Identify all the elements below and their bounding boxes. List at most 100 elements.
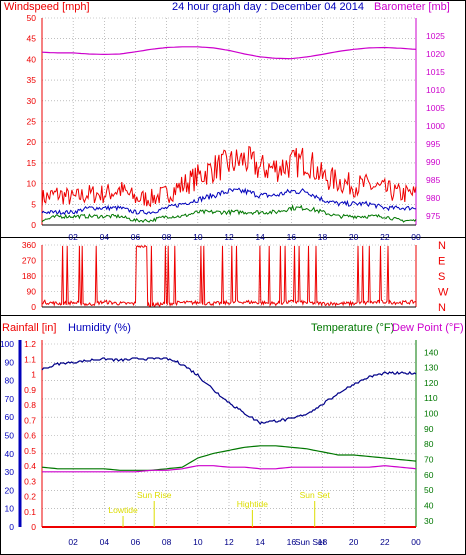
rain-tick-label: 1.1 — [24, 354, 36, 364]
y-right-tick-label: 1005 — [426, 103, 445, 113]
rain-tick-label: 0.1 — [24, 507, 36, 517]
direction-letter: N — [438, 302, 446, 314]
x-tick-label: 22 — [380, 232, 390, 242]
rain-tick-label: 0.5 — [24, 446, 36, 456]
humidity-tick-label: 40 — [5, 449, 15, 459]
humidity-label: Humidity (%) — [68, 322, 131, 334]
low-series — [41, 204, 417, 224]
annotation-label-bottom: Sun Set — [295, 537, 326, 547]
humidity-tick-label: 20 — [5, 485, 15, 495]
x-tick-label: 08 — [162, 537, 172, 547]
annotation-label: Lowtide — [108, 505, 138, 515]
temp-tick-label: 80 — [424, 439, 434, 449]
temp-tick-label: 40 — [424, 501, 434, 511]
y-tick-label: 360 — [22, 240, 36, 250]
direction-series — [42, 244, 417, 308]
dewpoint-series — [42, 465, 417, 473]
y-right-tick-label: 1025 — [426, 31, 445, 41]
humidity-tick-label: 30 — [5, 467, 15, 477]
humidity-tick-label: 0 — [9, 522, 14, 532]
x-tick-label: 04 — [100, 537, 110, 547]
x-tick-label: 22 — [380, 537, 390, 547]
temperature-label: Temperature (°F) — [311, 322, 394, 334]
x-tick-label: 08 — [162, 232, 172, 242]
y-tick-label: 30 — [27, 96, 37, 106]
temp-tick-label: 90 — [424, 424, 434, 434]
humidity-tick-label: 50 — [5, 431, 15, 441]
rain-tick-label: 0.7 — [24, 415, 36, 425]
annotation-label: Sun Rise — [137, 490, 172, 500]
y-tick-label: 25 — [27, 117, 37, 127]
humidity-tick-label: 70 — [5, 394, 15, 404]
y-tick-label: 40 — [27, 54, 37, 64]
dewpoint-label: Dew Point (°F) — [392, 322, 464, 334]
wind-barometer-panel: 0510152025303540455097598098599099510001… — [27, 13, 446, 242]
rain-tick-label: 0.3 — [24, 476, 36, 486]
humidity-series — [41, 357, 417, 425]
barometer-label: Barometer [mb] — [374, 1, 450, 13]
rain-tick-label: 1 — [31, 370, 36, 380]
barometer-series — [41, 46, 417, 60]
y-tick-label: 15 — [27, 158, 37, 168]
x-tick-label: 12 — [224, 537, 234, 547]
temp-tick-label: 110 — [424, 393, 438, 403]
direction-letter: N — [438, 240, 446, 252]
y-right-tick-label: 980 — [426, 193, 440, 203]
direction-letter: S — [438, 271, 445, 283]
x-tick-label: 02 — [68, 232, 78, 242]
humidity-tick-label: 10 — [5, 504, 15, 514]
y-tick-label: 45 — [27, 34, 37, 44]
x-tick-label: 18 — [318, 232, 328, 242]
y-right-tick-label: 1015 — [426, 67, 445, 77]
annotation-label: Sun Set — [300, 490, 331, 500]
gust-series — [41, 145, 417, 208]
y-tick-label: 90 — [27, 287, 37, 297]
y-right-tick-label: 985 — [426, 175, 440, 185]
y-tick-label: 35 — [27, 75, 37, 85]
x-tick-label: 18 — [318, 537, 328, 547]
temp-tick-label: 30 — [424, 516, 434, 526]
chart-title: 24 hour graph day : December 04 2014 — [172, 1, 364, 13]
y-tick-label: 270 — [22, 256, 36, 266]
x-tick-label: 04 — [100, 232, 110, 242]
x-tick-label: 20 — [349, 537, 359, 547]
y-right-tick-label: 1010 — [426, 85, 445, 95]
x-tick-label: 14 — [255, 232, 265, 242]
x-tick-label: 06 — [131, 232, 141, 242]
temp-tick-label: 100 — [424, 409, 438, 419]
x-tick-label: 06 — [131, 537, 141, 547]
y-right-tick-label: 1000 — [426, 121, 445, 131]
rain-tick-label: 0 — [31, 522, 36, 532]
x-tick-label: 16 — [287, 232, 297, 242]
temperature-series — [41, 445, 417, 471]
x-tick-label: 20 — [349, 232, 359, 242]
y-tick-label: 50 — [27, 13, 37, 23]
y-tick-label: 0 — [31, 302, 36, 312]
rain-tick-label: 0.4 — [24, 461, 36, 471]
y-tick-label: 10 — [27, 179, 37, 189]
rain-tick-label: 0.6 — [24, 431, 36, 441]
humidity-tick-label: 90 — [5, 357, 15, 367]
rain-tick-label: 0.8 — [24, 400, 36, 410]
y-tick-label: 0 — [31, 220, 36, 230]
windspeed-label: Windspeed [mph] — [4, 1, 90, 13]
y-right-tick-label: 995 — [426, 139, 440, 149]
temp-tick-label: 60 — [424, 470, 434, 480]
annotation-label: Hightide — [237, 499, 268, 509]
x-tick-label: 10 — [193, 232, 203, 242]
humidity-tick-label: 80 — [5, 376, 15, 386]
rain-tick-label: 0.9 — [24, 385, 36, 395]
rain-tick-label: 0.2 — [24, 492, 36, 502]
x-tick-label: 00 — [411, 537, 421, 547]
temp-tick-label: 120 — [424, 378, 438, 388]
y-tick-label: 20 — [27, 137, 37, 147]
direction-letter: E — [438, 256, 445, 268]
wind-direction-panel: 0 N 90 W 180 S 270 E 360 N — [22, 240, 449, 314]
direction-letter: W — [438, 287, 449, 299]
y-right-tick-label: 990 — [426, 157, 440, 167]
temp-tick-label: 130 — [424, 363, 438, 373]
x-tick-label: 16 — [287, 537, 297, 547]
humidity-tick-label: 60 — [5, 412, 15, 422]
